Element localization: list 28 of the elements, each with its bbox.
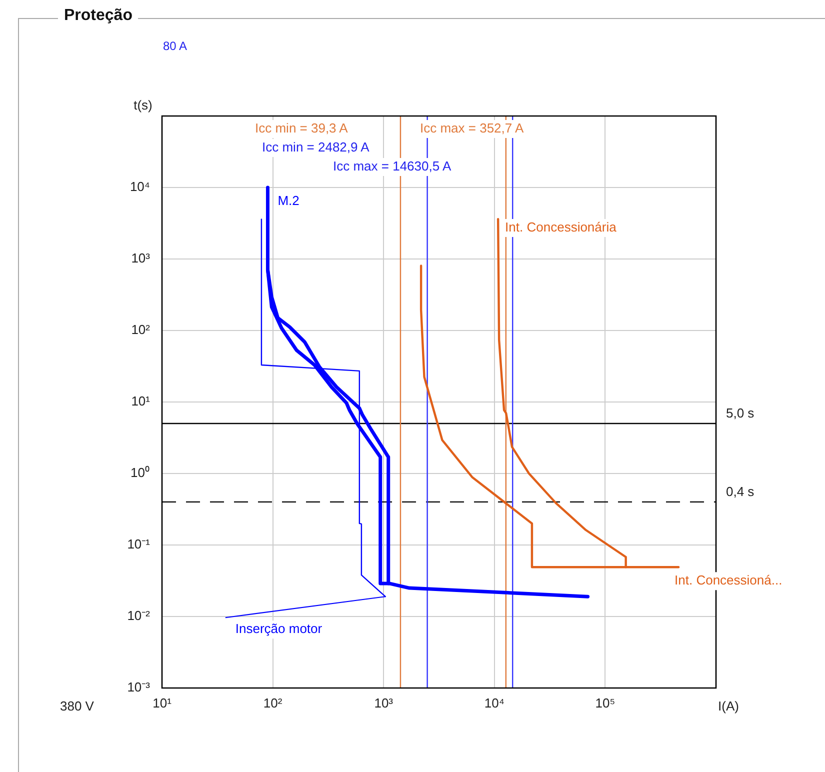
y-tick-label: 10⁻³: [127, 680, 151, 695]
x-tick-label: 10²: [263, 695, 283, 710]
annotation: Icc max = 352,7 A: [420, 120, 524, 136]
chart-subtitle: 80 A: [163, 39, 188, 53]
y-tick-label: 10⁴: [130, 179, 150, 194]
y-axis-title: t(s): [134, 98, 152, 113]
ref-line-label: 0,4 s: [726, 484, 755, 500]
y-tick-label: 10³: [131, 250, 151, 266]
x-tick-label: 10¹: [152, 695, 172, 710]
text: 380 V: [60, 698, 94, 714]
x-tick-label: 10³: [374, 695, 394, 710]
x-tick-label: 10⁴: [484, 695, 504, 710]
ref-line-label: 5,0 s: [726, 406, 755, 421]
y-tick-label: 10¹: [131, 394, 151, 409]
annotation: Icc min = 39,3 A: [255, 120, 348, 136]
text: Inserção motor: [235, 621, 323, 636]
chart-title: Proteção: [58, 7, 138, 25]
y-tick-label: 10⁻²: [127, 608, 151, 624]
y-tick-label: 10²: [131, 322, 151, 338]
y-tick-label: 10⁻¹: [127, 536, 151, 552]
annotation: Icc min = 2482,9 A: [262, 140, 370, 155]
series-label: M.2: [278, 193, 300, 208]
series-label: Int. Concessionária: [505, 220, 618, 235]
y-tick-label: 10⁰: [130, 465, 150, 480]
x-axis-title: I(A): [718, 698, 739, 714]
x-tick-label: 10⁵: [595, 695, 616, 710]
annotation: Icc max = 14630,5 A: [333, 158, 452, 174]
series-label: Int. Concessioná...: [674, 572, 782, 588]
